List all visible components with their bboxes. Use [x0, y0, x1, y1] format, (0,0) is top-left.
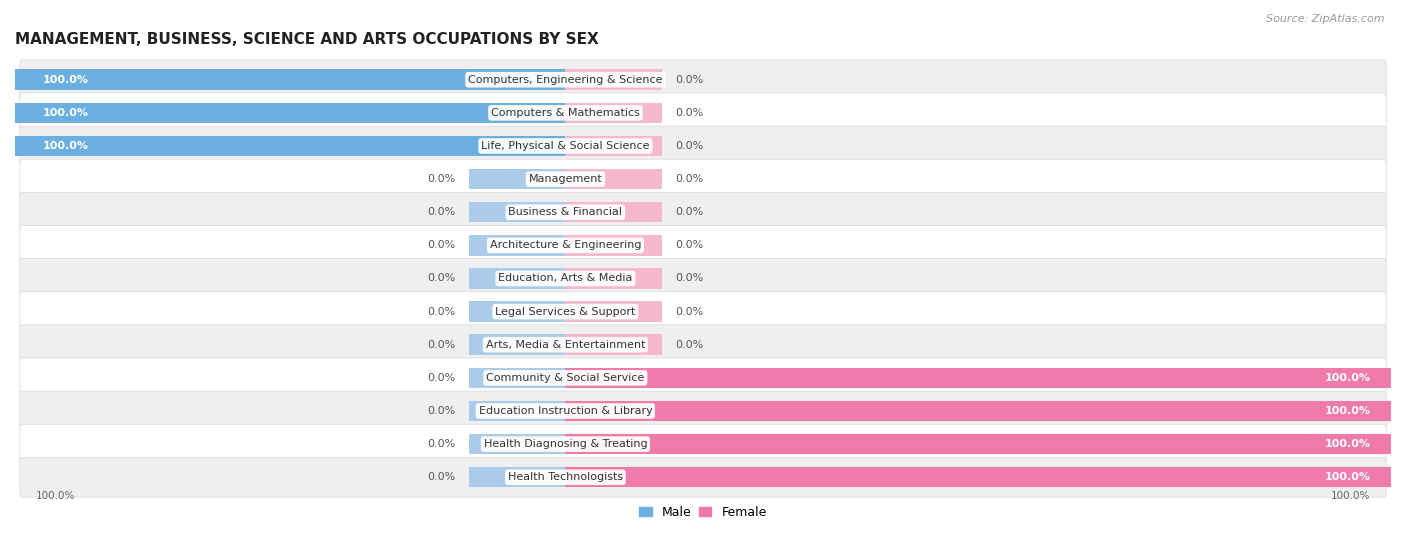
Text: 0.0%: 0.0% [427, 240, 456, 250]
Text: 100.0%: 100.0% [1324, 439, 1371, 449]
Text: Education Instruction & Library: Education Instruction & Library [478, 406, 652, 416]
FancyBboxPatch shape [20, 424, 1386, 464]
Text: 100.0%: 100.0% [35, 491, 75, 501]
Text: Education, Arts & Media: Education, Arts & Media [498, 273, 633, 283]
Bar [15, 69, 565, 90]
Bar [470, 434, 565, 454]
Bar [565, 301, 662, 322]
Text: 0.0%: 0.0% [675, 141, 704, 151]
Bar [565, 434, 662, 454]
Text: 0.0%: 0.0% [675, 174, 704, 184]
Text: Architecture & Engineering: Architecture & Engineering [489, 240, 641, 250]
Bar [15, 136, 565, 157]
FancyBboxPatch shape [20, 325, 1386, 364]
Bar [470, 268, 565, 289]
FancyBboxPatch shape [20, 292, 1386, 331]
Bar [470, 467, 565, 487]
Text: Legal Services & Support: Legal Services & Support [495, 306, 636, 316]
Text: 0.0%: 0.0% [427, 207, 456, 217]
FancyBboxPatch shape [20, 159, 1386, 199]
Text: Source: ZipAtlas.com: Source: ZipAtlas.com [1267, 14, 1385, 24]
FancyBboxPatch shape [20, 126, 1386, 166]
Bar [565, 136, 662, 157]
Text: 0.0%: 0.0% [675, 306, 704, 316]
FancyBboxPatch shape [20, 457, 1386, 497]
Text: Community & Social Service: Community & Social Service [486, 373, 644, 383]
FancyBboxPatch shape [20, 391, 1386, 431]
Bar [565, 368, 1391, 388]
Bar [470, 169, 565, 190]
Text: 0.0%: 0.0% [427, 439, 456, 449]
Bar [565, 467, 1391, 487]
Legend: Male, Female: Male, Female [636, 502, 770, 523]
Text: 0.0%: 0.0% [675, 207, 704, 217]
Text: Health Diagnosing & Treating: Health Diagnosing & Treating [484, 439, 647, 449]
Text: Business & Financial: Business & Financial [509, 207, 623, 217]
Text: 100.0%: 100.0% [1331, 491, 1371, 501]
Text: 100.0%: 100.0% [42, 108, 89, 118]
Text: 100.0%: 100.0% [1324, 472, 1371, 482]
Bar [470, 334, 565, 355]
Text: 0.0%: 0.0% [427, 373, 456, 383]
Bar [470, 202, 565, 222]
Bar [565, 434, 1391, 454]
Text: 0.0%: 0.0% [427, 472, 456, 482]
Text: Computers & Mathematics: Computers & Mathematics [491, 108, 640, 118]
Bar [565, 467, 662, 487]
Text: 100.0%: 100.0% [1324, 373, 1371, 383]
FancyBboxPatch shape [20, 93, 1386, 132]
Bar [565, 235, 662, 255]
Text: 0.0%: 0.0% [427, 340, 456, 350]
Text: 0.0%: 0.0% [675, 240, 704, 250]
Text: Arts, Media & Entertainment: Arts, Media & Entertainment [485, 340, 645, 350]
FancyBboxPatch shape [20, 60, 1386, 100]
Text: Computers, Engineering & Science: Computers, Engineering & Science [468, 75, 662, 85]
Text: 0.0%: 0.0% [427, 273, 456, 283]
Bar [565, 368, 662, 388]
Bar [565, 103, 662, 123]
FancyBboxPatch shape [20, 225, 1386, 265]
Text: MANAGEMENT, BUSINESS, SCIENCE AND ARTS OCCUPATIONS BY SEX: MANAGEMENT, BUSINESS, SCIENCE AND ARTS O… [15, 32, 599, 47]
Text: Life, Physical & Social Science: Life, Physical & Social Science [481, 141, 650, 151]
Bar [470, 368, 565, 388]
Bar [470, 69, 565, 90]
Bar [470, 235, 565, 255]
Bar [470, 103, 565, 123]
Text: Health Technologists: Health Technologists [508, 472, 623, 482]
Text: 0.0%: 0.0% [427, 306, 456, 316]
Bar [15, 103, 565, 123]
Bar [470, 301, 565, 322]
Bar [565, 169, 662, 190]
Text: 100.0%: 100.0% [42, 141, 89, 151]
Text: 0.0%: 0.0% [675, 108, 704, 118]
Text: 0.0%: 0.0% [675, 75, 704, 85]
Text: 100.0%: 100.0% [42, 75, 89, 85]
Text: 100.0%: 100.0% [1324, 406, 1371, 416]
Bar [565, 401, 662, 421]
Bar [470, 136, 565, 157]
FancyBboxPatch shape [20, 358, 1386, 397]
Bar [565, 69, 662, 90]
Text: 0.0%: 0.0% [675, 273, 704, 283]
Bar [565, 401, 1391, 421]
FancyBboxPatch shape [20, 192, 1386, 232]
Bar [565, 334, 662, 355]
Text: 0.0%: 0.0% [427, 174, 456, 184]
Bar [470, 401, 565, 421]
Bar [565, 268, 662, 289]
Text: Management: Management [529, 174, 602, 184]
Text: 0.0%: 0.0% [675, 340, 704, 350]
Text: 0.0%: 0.0% [427, 406, 456, 416]
FancyBboxPatch shape [20, 259, 1386, 299]
Bar [565, 202, 662, 222]
